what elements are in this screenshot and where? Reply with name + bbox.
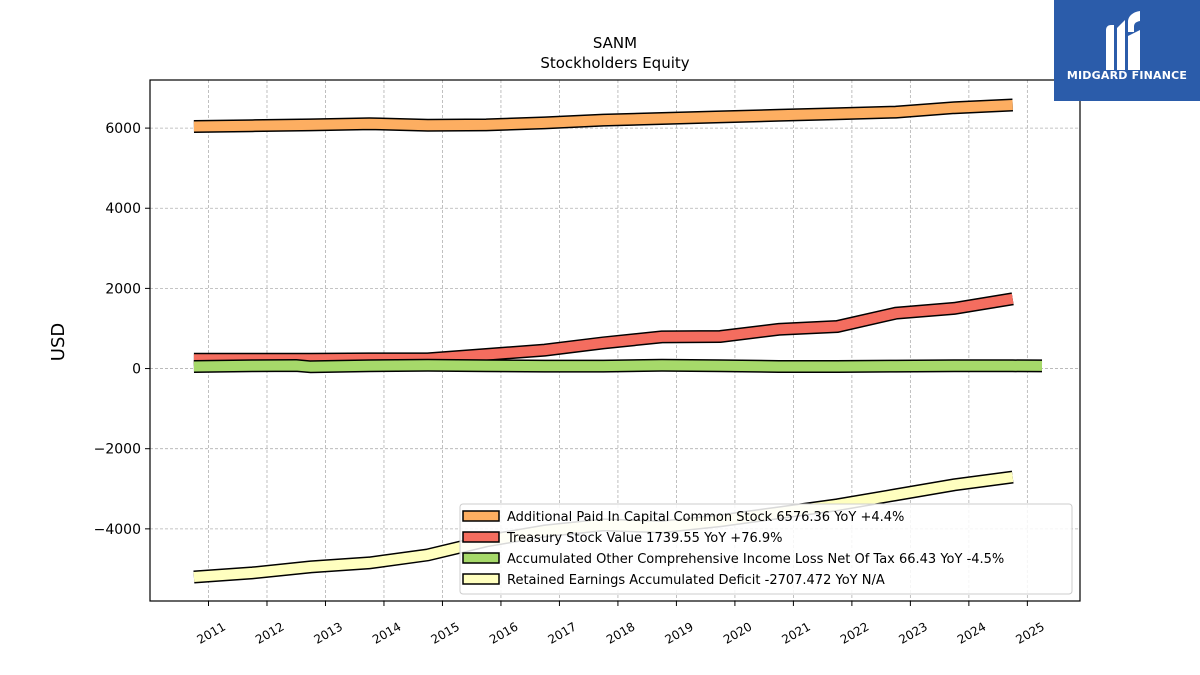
legend-swatch [462,531,500,543]
legend-swatch [462,552,500,564]
series-fill [193,293,1014,365]
series-outline [193,292,1014,366]
x-tick-label: 2012 [253,619,286,646]
legend-entry: Additional Paid In Capital Common Stock … [507,510,904,525]
x-tick-label: 2019 [662,619,695,646]
y-axis-label: USD [48,323,69,361]
y-tick-label: 6000 [105,121,141,137]
series-line-1 [193,98,1013,133]
chart-title: SANM [593,34,637,52]
x-tick-label: 2015 [428,619,461,646]
y-tick-label: −2000 [94,442,141,458]
x-tick-label: 2016 [487,619,520,646]
series-fill [193,100,1013,132]
y-tick-label: −4000 [94,522,141,538]
x-tick-label: 2014 [370,619,403,646]
y-tick-label: 2000 [105,281,141,297]
x-tick-label: 2013 [312,619,345,646]
x-tick-label: 2020 [721,619,754,646]
y-tick-label: 4000 [105,201,141,217]
x-tick-label: 2025 [1013,619,1046,646]
legend: Additional Paid In Capital Common Stock … [459,503,1073,595]
series-line-2 [193,292,1014,366]
series-fill [193,360,1043,372]
logo-text: MIDGARD FINANCE [1066,69,1188,82]
x-tick-label: 2023 [896,619,929,646]
x-tick-label: 2018 [604,619,637,646]
x-tick-label: 2022 [838,619,871,646]
brand-logo: MIDGARD FINANCE [1054,0,1200,101]
legend-box [459,503,1073,595]
legend-entry: Accumulated Other Comprehensive Income L… [507,552,1004,567]
logo-mark-icon [1106,11,1140,70]
x-tick-label: 2024 [955,619,988,646]
y-tick-label: 0 [132,362,141,378]
legend-entry: Treasury Stock Value 1739.55 YoY +76.9% [506,531,783,546]
plot-frame [149,79,1081,602]
x-tick-label: 2021 [779,619,812,646]
series-layer [193,98,1043,584]
legend-swatch [462,510,500,522]
series-line-3 [193,358,1043,374]
legend-entry: Retained Earnings Accumulated Deficit -2… [507,573,885,588]
x-tick-label: 2011 [195,619,228,646]
x-tick-label: 2017 [545,619,578,646]
legend-swatch [462,573,500,585]
chart-subtitle: Stockholders Equity [540,54,689,72]
